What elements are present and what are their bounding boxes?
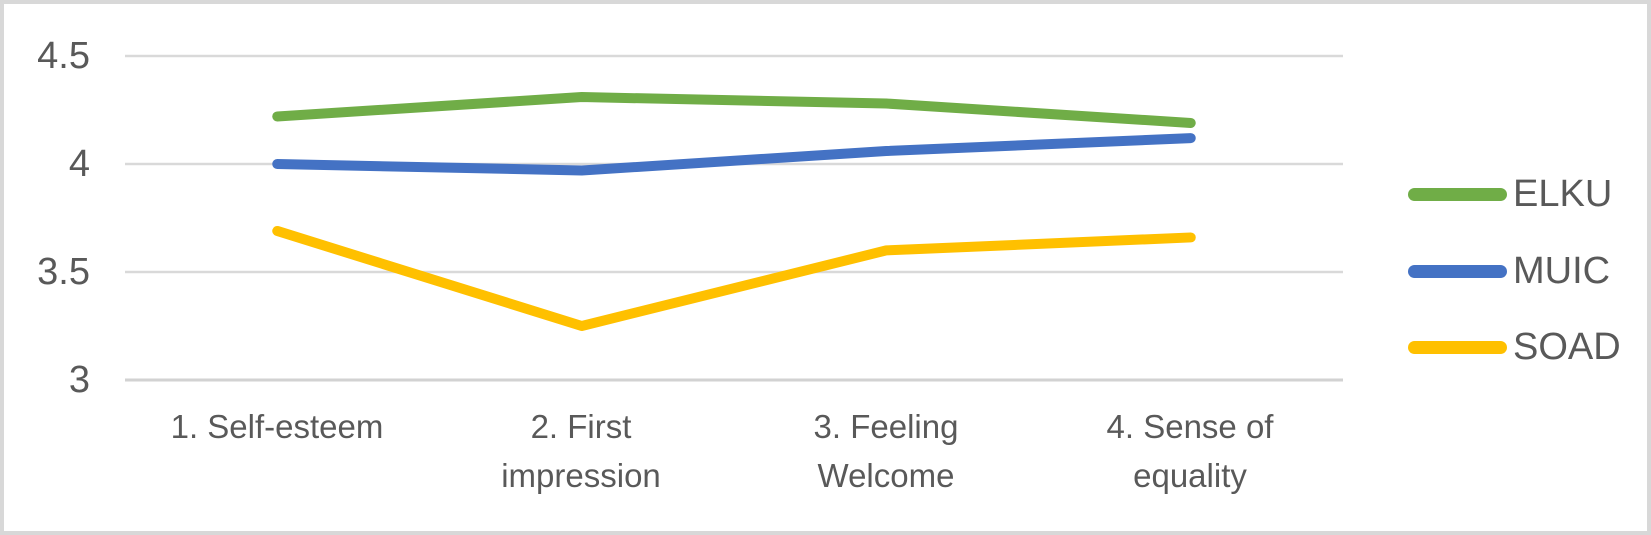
legend-item: ELKU	[1408, 169, 1612, 219]
y-axis-tick-label: 3	[68, 359, 90, 401]
x-axis-category-label: 2. First impression	[501, 408, 661, 494]
line-chart-plot	[125, 54, 1343, 382]
series-line-muic	[272, 133, 1196, 176]
series-line-soad	[272, 225, 1196, 331]
x-axis-category-label: 4. Sense of equality	[1106, 408, 1274, 494]
legend-line-swatch	[1408, 187, 1507, 201]
y-axis-tick-label: 4.5	[37, 35, 90, 77]
y-axis-tick-label: 3.5	[37, 251, 90, 293]
legend-line-swatch	[1408, 264, 1507, 278]
legend-item: MUIC	[1408, 246, 1610, 296]
y-axis-tick-label: 4	[68, 143, 90, 185]
x-axis-category-label: 3. Feeling Welcome	[813, 408, 959, 494]
legend-label: SOAD	[1513, 325, 1621, 368]
x-axis-category-label: 1. Self-esteem	[170, 408, 384, 445]
legend-line-swatch	[1408, 340, 1507, 354]
legend-label: ELKU	[1513, 172, 1613, 215]
series-line-elku	[272, 92, 1196, 128]
legend-item: SOAD	[1408, 322, 1621, 372]
legend-label: MUIC	[1513, 249, 1611, 292]
